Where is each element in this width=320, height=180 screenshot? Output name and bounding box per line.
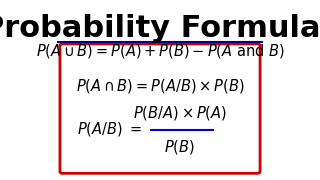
Text: $P(B)$: $P(B)$ bbox=[164, 138, 195, 156]
Text: $P(B/A) \times P(A)$: $P(B/A) \times P(A)$ bbox=[133, 104, 227, 122]
Text: $P(A \cap B) = P(A/B) \times P(B)$: $P(A \cap B) = P(A/B) \times P(B)$ bbox=[76, 77, 244, 95]
Text: Probability Formulas: Probability Formulas bbox=[0, 14, 320, 43]
FancyBboxPatch shape bbox=[60, 44, 260, 173]
Text: $P(A \cup B) = P(A) + P(B) - P(A\ \mathrm{and}\ B)$: $P(A \cup B) = P(A) + P(B) - P(A\ \mathr… bbox=[36, 42, 284, 60]
Text: $P(A/B)\ =\ $: $P(A/B)\ =\ $ bbox=[77, 120, 143, 138]
